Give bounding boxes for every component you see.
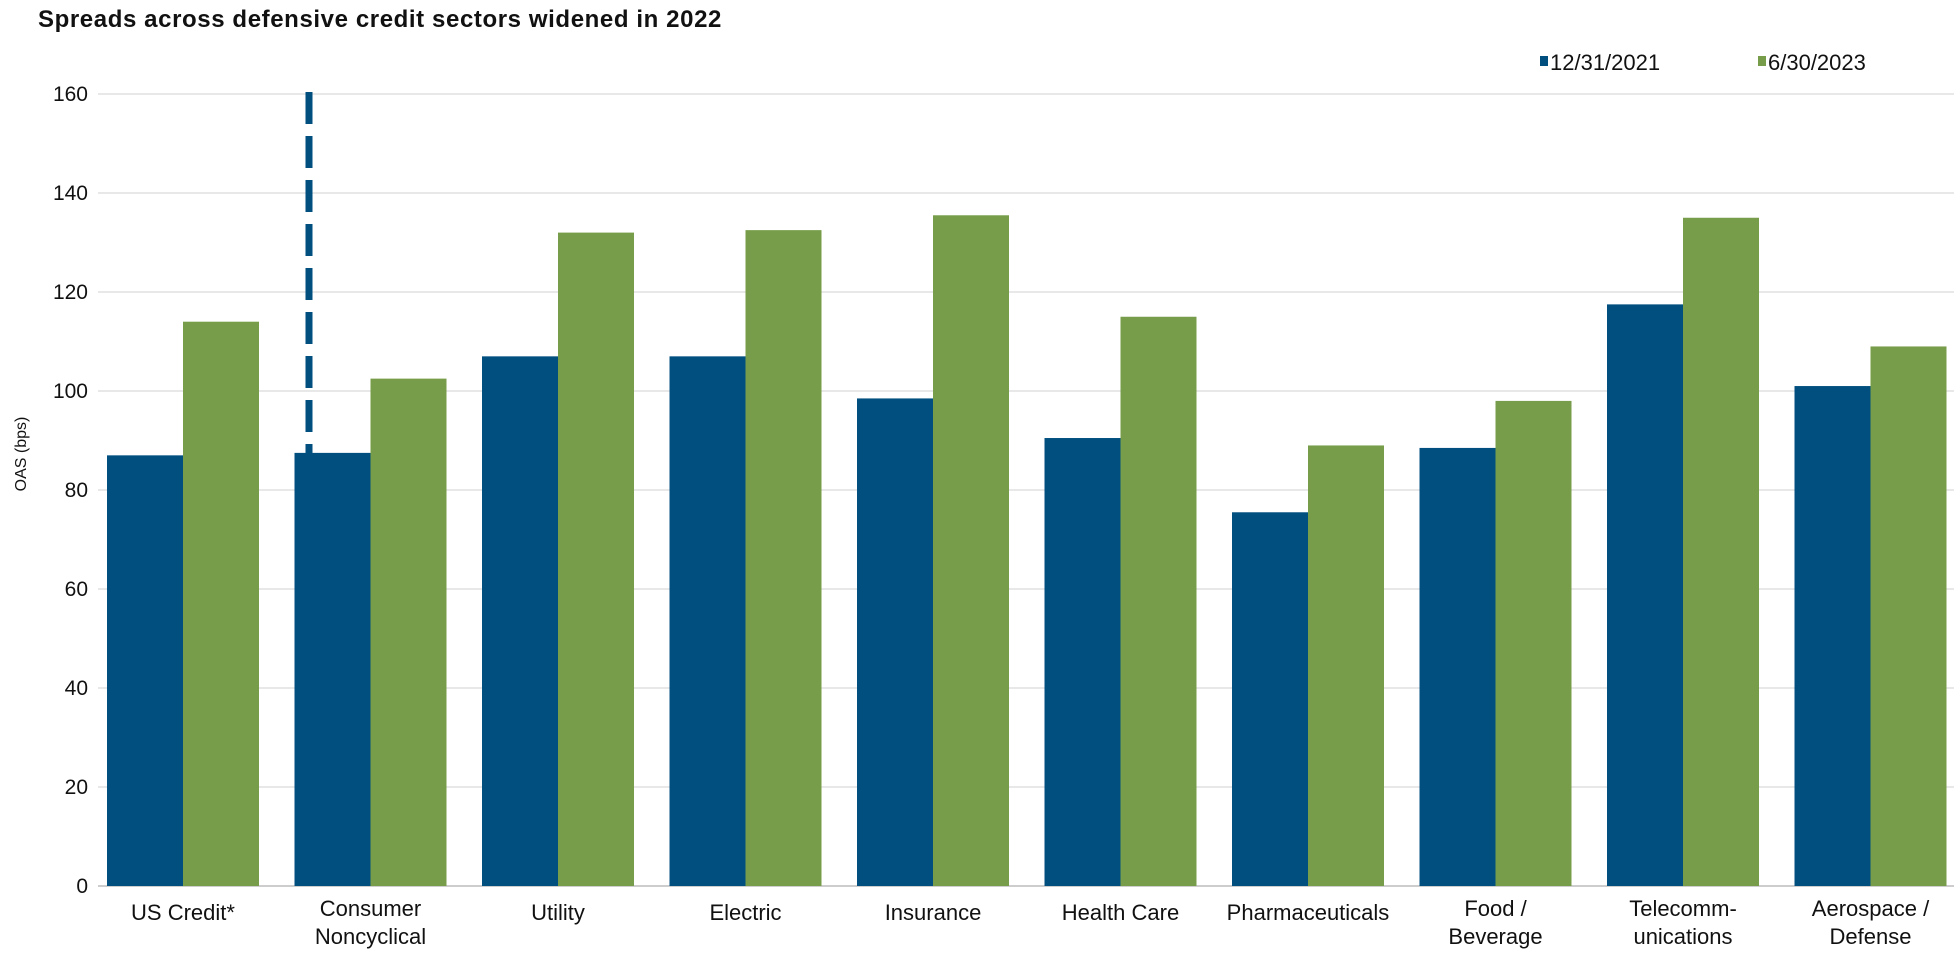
bar-series2 <box>370 378 447 886</box>
bar-series1 <box>107 455 183 886</box>
y-tick-label: 40 <box>65 677 88 700</box>
bar-series2 <box>1120 316 1197 886</box>
bar-series2 <box>745 230 822 886</box>
bar-series1 <box>1419 447 1496 886</box>
x-axis: US Credit* Consumer Noncyclical Utility Elec… <box>131 896 1930 949</box>
bar-series2 <box>1870 346 1947 886</box>
bar-series2 <box>1683 217 1759 886</box>
legend-label: 6/30/2023 <box>1768 50 1866 75</box>
bar-series1 <box>669 356 746 887</box>
y-tick-label: 60 <box>65 578 88 601</box>
y-tick-label: 140 <box>53 182 88 205</box>
legend-swatch <box>1758 56 1766 66</box>
bar-series2 <box>558 232 634 887</box>
bar-series1 <box>857 398 933 886</box>
bar-series1 <box>1607 304 1683 886</box>
chart-title: Spreads across defensive credit sectors … <box>38 6 722 33</box>
x-tick-label: Aerospace / Defense <box>1812 896 1930 949</box>
y-tick-label: 80 <box>65 479 88 502</box>
x-tick-label: Consumer Noncyclical <box>315 896 426 949</box>
legend-swatch <box>1540 56 1548 66</box>
y-tick-label: 160 <box>53 83 88 106</box>
bar-series2 <box>183 321 259 886</box>
x-tick-label: Health Care <box>1062 900 1179 925</box>
legend-label: 12/31/2021 <box>1550 50 1660 75</box>
x-tick-label: Insurance <box>885 900 982 925</box>
bar-series1 <box>1232 512 1308 886</box>
legend: 12/31/2021 6/30/2023 <box>1540 50 1866 75</box>
x-tick-label: Telecomm-unications <box>1629 896 1737 949</box>
x-tick-label: Food / Beverage <box>1448 896 1542 949</box>
bar-series2 <box>1308 445 1384 886</box>
bar-series2 <box>933 215 1009 886</box>
x-tick-label: Pharmaceuticals <box>1227 900 1390 925</box>
y-tick-label: 120 <box>53 281 88 304</box>
bar-series1 <box>294 452 371 886</box>
y-tick-label: 0 <box>76 875 88 898</box>
y-axis: 0 20 40 60 80 100 120 140 160 <box>53 83 88 898</box>
bar-series1 <box>482 356 558 887</box>
y-tick-label: 100 <box>53 380 88 403</box>
bar-series2 <box>1495 400 1572 886</box>
x-tick-label: Utility <box>531 900 585 925</box>
y-axis-title: OAS (bps) <box>13 417 30 492</box>
x-tick-label: US Credit* <box>131 900 235 925</box>
bar-series1 <box>1044 438 1121 886</box>
bars <box>107 215 1947 887</box>
y-tick-label: 20 <box>65 776 88 799</box>
bar-series1 <box>1794 386 1871 886</box>
x-tick-label: Electric <box>709 900 781 925</box>
